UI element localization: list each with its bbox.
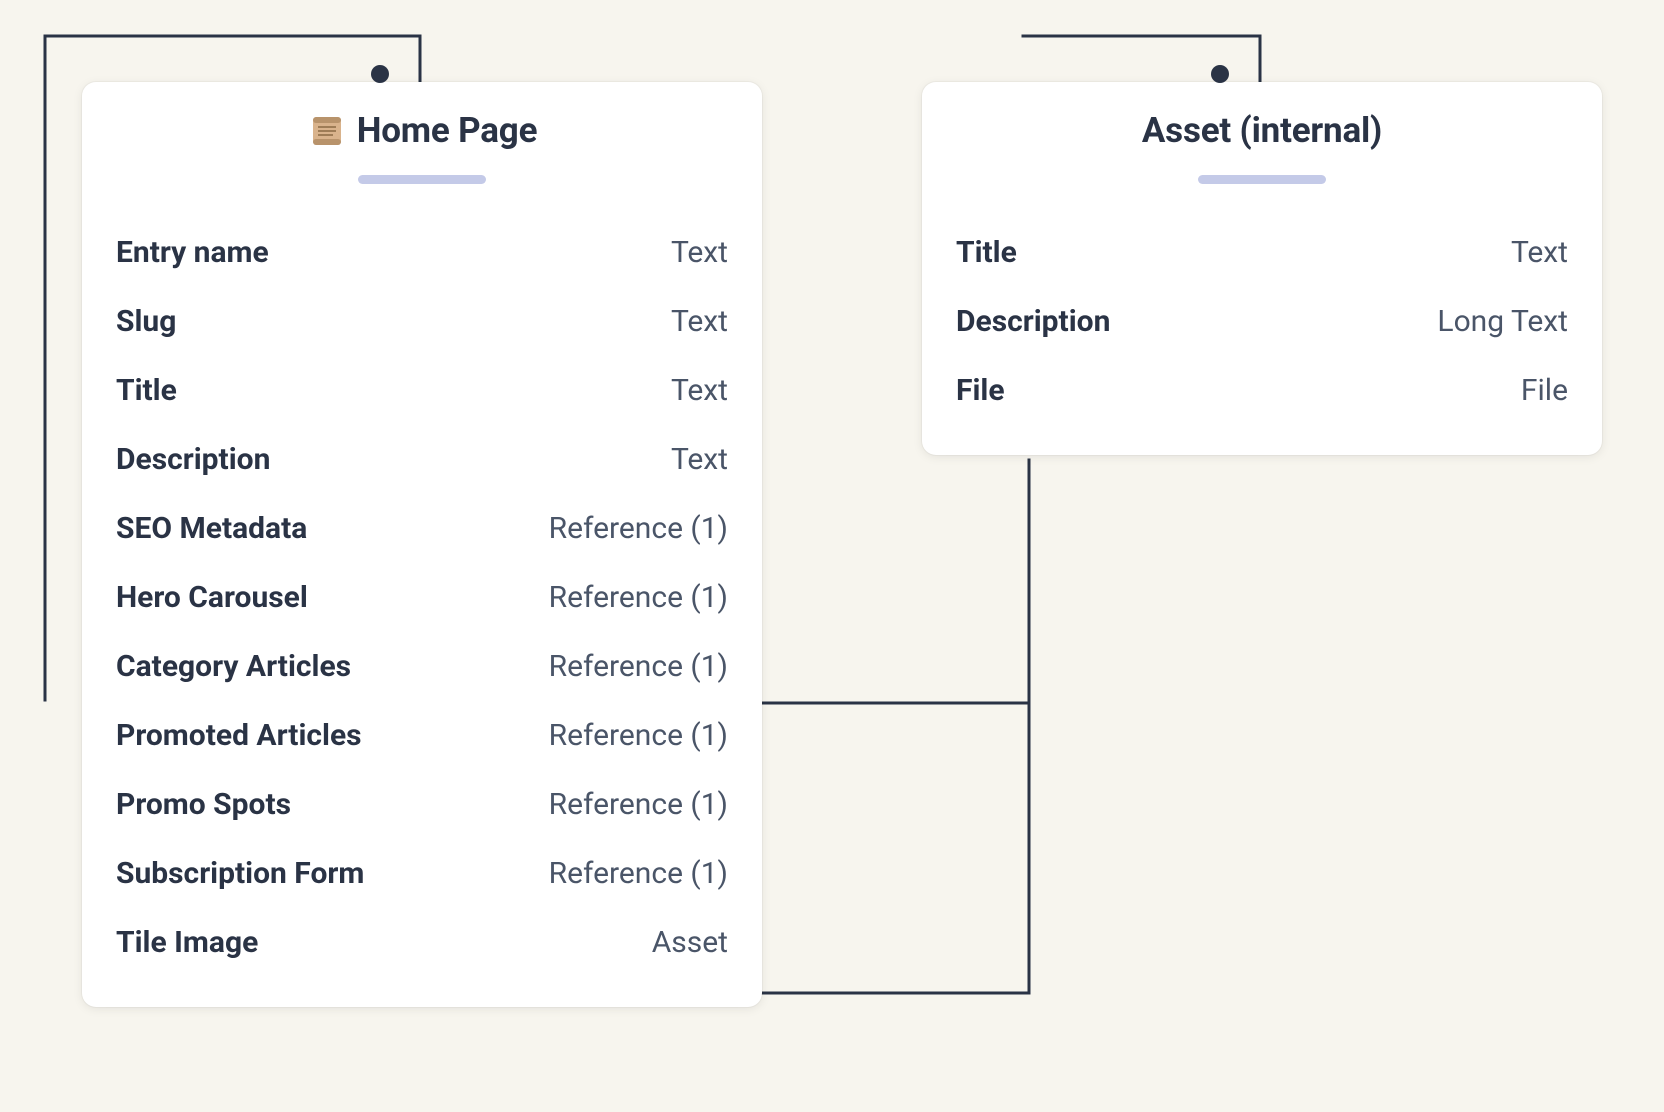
card-underline bbox=[1198, 175, 1326, 184]
field-row[interactable]: Description Text bbox=[116, 425, 728, 494]
field-row[interactable]: File File bbox=[956, 356, 1568, 425]
scroll-icon bbox=[307, 111, 347, 151]
field-name: Description bbox=[956, 304, 1110, 339]
connector-edge bbox=[762, 460, 1029, 993]
content-type-card-home-page[interactable]: Home Page Entry name Text Slug Text Title Tex… bbox=[82, 82, 762, 1007]
field-row[interactable]: Subscription Form Reference (1) bbox=[116, 839, 728, 908]
field-name: Entry name bbox=[116, 235, 269, 270]
field-name: SEO Metadata bbox=[116, 511, 307, 546]
field-type: Reference (1) bbox=[549, 856, 728, 891]
field-type: Text bbox=[671, 235, 728, 270]
field-name: Promo Spots bbox=[116, 787, 291, 822]
field-name: Tile Image bbox=[116, 925, 258, 960]
field-type: File bbox=[1521, 373, 1568, 408]
fields-list: Entry nameTextSlugTextTitleTextDescripti… bbox=[116, 218, 728, 977]
field-name: Slug bbox=[116, 304, 176, 339]
card-title: Home Page bbox=[357, 110, 538, 151]
field-row[interactable]: Description Long Text bbox=[956, 287, 1568, 356]
field-type: Reference (1) bbox=[549, 787, 728, 822]
field-type: Reference (1) bbox=[549, 511, 728, 546]
field-name: Hero Carousel bbox=[116, 580, 308, 615]
fields-list: Title Text Description Long Text File File bbox=[956, 218, 1568, 425]
field-name: Subscription Form bbox=[116, 856, 364, 891]
card-underline bbox=[358, 175, 486, 184]
card-title-row: Asset (internal) bbox=[1142, 110, 1382, 151]
field-row[interactable]: Hero Carousel Reference (1) bbox=[116, 563, 728, 632]
card-header: Home Page bbox=[116, 110, 728, 184]
field-type: Text bbox=[671, 442, 728, 477]
field-row[interactable]: Promoted Articles Reference (1) bbox=[116, 701, 728, 770]
connector-dot bbox=[1211, 65, 1229, 83]
field-type: Text bbox=[1511, 235, 1568, 270]
field-type: Text bbox=[671, 373, 728, 408]
field-row[interactable]: Promo Spots Reference (1) bbox=[116, 770, 728, 839]
field-row[interactable]: Title Text bbox=[116, 356, 728, 425]
field-row[interactable]: Category Articles Reference (1) bbox=[116, 632, 728, 701]
field-name: Title bbox=[956, 235, 1017, 270]
card-title: Asset (internal) bbox=[1142, 110, 1382, 151]
field-name: File bbox=[956, 373, 1005, 408]
field-row[interactable]: Entry name Text bbox=[116, 218, 728, 287]
field-type: Reference (1) bbox=[549, 580, 728, 615]
field-type: Text bbox=[671, 304, 728, 339]
diagram-canvas: Home Page Entry name Text Slug Text Title Tex… bbox=[0, 0, 1664, 1112]
field-type: Reference (1) bbox=[549, 649, 728, 684]
field-name: Promoted Articles bbox=[116, 718, 362, 753]
content-type-card-asset-internal[interactable]: Asset (internal) Title Text Description Lon… bbox=[922, 82, 1602, 455]
connector-edge bbox=[762, 460, 1029, 703]
card-title-row: Home Page bbox=[307, 110, 538, 151]
field-name: Description bbox=[116, 442, 270, 477]
card-header: Asset (internal) bbox=[956, 110, 1568, 184]
field-row[interactable]: Title Text bbox=[956, 218, 1568, 287]
field-name: Category Articles bbox=[116, 649, 351, 684]
field-row[interactable]: Slug Text bbox=[116, 287, 728, 356]
field-name: Title bbox=[116, 373, 177, 408]
field-type: Long Text bbox=[1437, 304, 1568, 339]
field-type: Asset bbox=[652, 925, 728, 960]
field-row[interactable]: Tile Image Asset bbox=[116, 908, 728, 977]
field-row[interactable]: SEO Metadata Reference (1) bbox=[116, 494, 728, 563]
connector-dot bbox=[371, 65, 389, 83]
field-type: Reference (1) bbox=[549, 718, 728, 753]
